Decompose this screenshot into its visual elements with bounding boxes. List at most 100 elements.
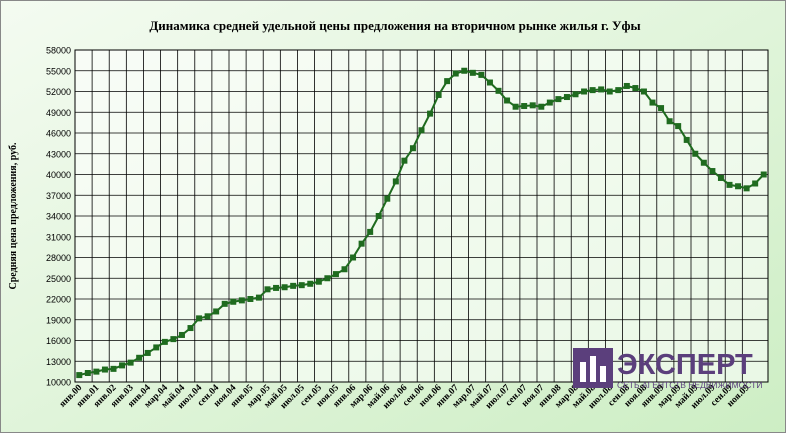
point: [196, 315, 203, 322]
point: [290, 282, 297, 289]
point: [486, 79, 493, 86]
point: [375, 213, 382, 219]
point: [101, 366, 108, 373]
point: [675, 123, 682, 130]
point: [461, 67, 468, 74]
point: [469, 69, 476, 76]
chart-title: Динамика средней удельной цены предложен…: [149, 18, 640, 33]
point: [581, 88, 588, 95]
point: [332, 271, 339, 278]
point: [76, 372, 83, 379]
point: [273, 284, 280, 291]
point: [717, 174, 724, 181]
point: [683, 136, 690, 143]
point: [752, 180, 759, 187]
point: [495, 87, 502, 94]
y-axis-label: Средняя цена предложения, руб.: [8, 142, 19, 290]
point: [230, 298, 237, 305]
point: [384, 195, 391, 202]
point: [700, 159, 707, 166]
point: [358, 240, 365, 247]
logo-icon: [580, 362, 586, 382]
point: [144, 349, 151, 356]
point: [760, 171, 767, 178]
point: [221, 300, 228, 307]
point: [726, 181, 733, 188]
point: [84, 370, 91, 377]
point: [572, 91, 579, 98]
logo-icon: [600, 366, 606, 382]
y-tick-label: 40000: [46, 170, 71, 180]
y-tick-label: 22000: [46, 295, 71, 305]
y-tick-label: 49000: [46, 108, 71, 118]
y-tick-label: 37000: [46, 191, 71, 201]
point: [161, 338, 168, 345]
logo-tagline: СЕТЬ АГЕНТСТВ НЕДВИЖИМОСТИ: [617, 380, 762, 390]
point: [521, 103, 528, 110]
y-tick-label: 46000: [46, 129, 71, 139]
point: [367, 228, 374, 235]
point: [409, 145, 416, 152]
point: [504, 97, 511, 104]
point: [127, 359, 134, 366]
point: [435, 91, 442, 98]
y-tick-label: 31000: [46, 232, 71, 242]
point: [666, 118, 673, 125]
y-tick-label: 58000: [46, 46, 71, 56]
point: [341, 266, 348, 273]
point: [315, 278, 322, 285]
point: [298, 282, 305, 289]
point: [512, 103, 519, 110]
point: [589, 87, 596, 94]
point: [213, 308, 220, 315]
y-tick-label: 52000: [46, 87, 71, 97]
point: [563, 94, 570, 101]
point: [93, 368, 100, 375]
point: [692, 150, 699, 157]
point: [119, 362, 126, 369]
point: [178, 331, 185, 338]
point: [538, 103, 545, 110]
y-tick-label: 19000: [46, 315, 71, 325]
point: [110, 365, 117, 372]
point: [444, 78, 451, 85]
point: [281, 284, 288, 291]
point: [392, 178, 399, 185]
point: [264, 286, 271, 293]
point: [401, 157, 408, 164]
logo-icon: [590, 356, 596, 382]
point: [529, 102, 536, 109]
point: [658, 105, 665, 112]
point: [452, 70, 459, 77]
logo-name: ЭКСПЕРТ: [617, 349, 753, 381]
point: [204, 313, 211, 320]
point: [649, 99, 656, 106]
point: [350, 254, 357, 261]
y-tick-label: 55000: [46, 66, 71, 76]
point: [555, 96, 562, 103]
point: [170, 336, 177, 343]
point: [427, 110, 434, 117]
point: [418, 127, 425, 134]
y-tick-label: 10000: [46, 378, 71, 388]
point: [632, 85, 639, 92]
point: [606, 88, 613, 95]
point: [255, 294, 262, 301]
point: [307, 280, 314, 287]
point: [640, 88, 647, 95]
point: [546, 99, 553, 106]
logo: ЭКСПЕРТ СЕТЬ АГЕНТСТВ НЕДВИЖИМОСТИ: [573, 348, 762, 390]
y-tick-label: 34000: [46, 212, 71, 222]
point: [743, 185, 750, 192]
point: [709, 168, 716, 175]
point: [187, 325, 194, 332]
point: [478, 71, 485, 78]
y-tick-label: 28000: [46, 253, 71, 263]
y-tick-label: 13000: [46, 357, 71, 367]
point: [247, 296, 254, 302]
y-tick-label: 16000: [46, 336, 71, 346]
y-tick-label: 43000: [46, 149, 71, 159]
y-tick-label: 25000: [46, 274, 71, 284]
point: [324, 275, 331, 282]
point: [238, 297, 245, 304]
